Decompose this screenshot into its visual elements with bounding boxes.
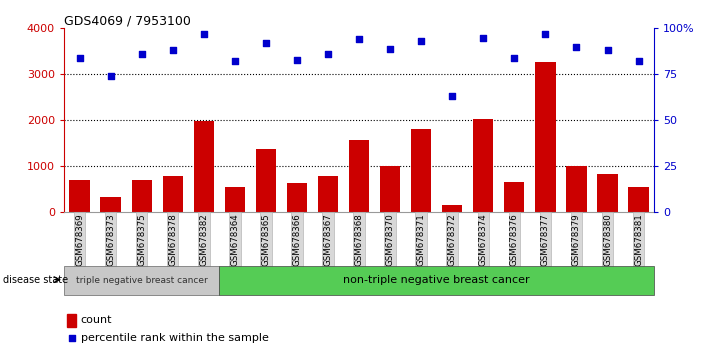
Text: disease state: disease state	[3, 275, 68, 285]
Text: percentile rank within the sample: percentile rank within the sample	[80, 333, 268, 343]
Point	[105, 73, 117, 79]
Text: GSM678369: GSM678369	[75, 213, 84, 266]
Point	[540, 31, 551, 37]
Text: GSM678374: GSM678374	[479, 213, 488, 266]
Text: GSM678364: GSM678364	[230, 213, 240, 266]
Bar	[70, 180, 90, 212]
Text: GSM678367: GSM678367	[324, 213, 333, 266]
Text: GSM678381: GSM678381	[634, 213, 643, 266]
Text: GSM678377: GSM678377	[541, 213, 550, 266]
Point	[136, 51, 147, 57]
Text: GSM678376: GSM678376	[510, 213, 519, 266]
Point	[260, 40, 272, 46]
Text: GSM678365: GSM678365	[262, 213, 270, 266]
Bar	[64, 266, 219, 295]
Bar	[474, 119, 493, 212]
Text: GSM678370: GSM678370	[385, 213, 395, 266]
Text: GSM678379: GSM678379	[572, 213, 581, 266]
Point	[478, 35, 489, 40]
Point	[167, 47, 178, 53]
Text: non-triple negative breast cancer: non-triple negative breast cancer	[343, 275, 530, 285]
Bar	[349, 140, 369, 212]
Bar	[411, 129, 432, 212]
Bar	[629, 187, 648, 212]
Bar	[535, 62, 555, 212]
Point	[292, 57, 303, 62]
Text: GSM678372: GSM678372	[448, 213, 456, 266]
Point	[447, 93, 458, 99]
Text: GDS4069 / 7953100: GDS4069 / 7953100	[64, 14, 191, 27]
Point	[322, 51, 333, 57]
Bar	[318, 176, 338, 212]
Point	[353, 36, 365, 42]
Point	[385, 46, 396, 51]
Text: GSM678380: GSM678380	[603, 213, 612, 266]
Text: triple negative breast cancer: triple negative breast cancer	[76, 276, 208, 285]
Bar	[442, 205, 462, 212]
Bar	[287, 183, 307, 212]
Text: count: count	[80, 315, 112, 325]
Point	[66, 336, 77, 341]
Point	[74, 55, 85, 61]
Text: GSM678368: GSM678368	[355, 213, 363, 266]
Text: GSM678382: GSM678382	[199, 213, 208, 266]
Bar	[567, 166, 587, 212]
Bar	[504, 182, 525, 212]
Bar	[597, 174, 618, 212]
Text: GSM678371: GSM678371	[417, 213, 426, 266]
Point	[229, 59, 240, 64]
Bar	[225, 187, 245, 212]
Bar	[163, 176, 183, 212]
Text: GSM678378: GSM678378	[169, 213, 177, 266]
Bar	[256, 149, 276, 212]
Bar	[380, 166, 400, 212]
Point	[602, 47, 613, 53]
Point	[633, 59, 644, 64]
Point	[571, 44, 582, 50]
Bar	[132, 180, 151, 212]
Bar	[193, 121, 214, 212]
Bar	[219, 266, 654, 295]
Bar	[100, 197, 121, 212]
Text: GSM678366: GSM678366	[292, 213, 301, 266]
Bar	[67, 314, 76, 327]
Text: GSM678373: GSM678373	[106, 213, 115, 266]
Point	[508, 55, 520, 61]
Point	[415, 38, 427, 44]
Point	[198, 31, 210, 37]
Text: GSM678375: GSM678375	[137, 213, 146, 266]
